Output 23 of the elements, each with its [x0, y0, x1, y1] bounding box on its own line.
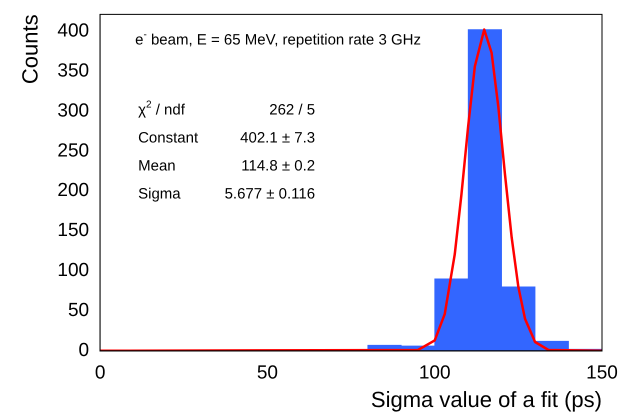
annotation: Sigma [138, 185, 182, 202]
annotation: 114.8 ± 0.2 [241, 157, 316, 174]
y-tick-label: 250 [57, 140, 90, 162]
y-tick-label: 100 [57, 260, 90, 282]
annotation: Constant [138, 129, 199, 146]
y-tick-label: 300 [57, 100, 90, 122]
annotation: 402.1 ± 7.3 [240, 129, 316, 146]
y-tick-label: 0 [78, 340, 90, 362]
y-tick-label: 400 [57, 20, 90, 42]
annotation: 5.677 ± 0.116 [224, 185, 316, 202]
y-tick-label: 350 [57, 60, 90, 82]
x-tick-label: 0 [94, 362, 106, 384]
x-tick-label: 100 [418, 362, 451, 384]
y-tick-label: 150 [57, 220, 90, 242]
annotation: e- beam, E = 65 MeV, repetition rate 3 GHz [135, 29, 421, 48]
y-axis-title: Counts [17, 14, 42, 84]
x-axis-title: Sigma value of a fit (ps) [370, 386, 602, 412]
annotation: Mean [138, 157, 176, 174]
y-tick-label: 50 [68, 300, 90, 322]
x-tick-label: 150 [586, 362, 618, 384]
annotation: 262 / 5 [269, 101, 316, 118]
x-tick-label: 50 [256, 362, 278, 384]
y-tick-label: 200 [57, 180, 90, 202]
